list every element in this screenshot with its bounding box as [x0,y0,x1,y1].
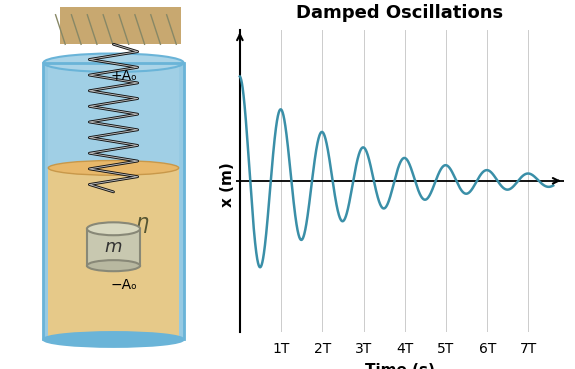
Ellipse shape [44,332,183,347]
FancyBboxPatch shape [87,229,140,266]
FancyBboxPatch shape [60,7,181,44]
Text: −Aₒ: −Aₒ [110,278,137,292]
Ellipse shape [48,161,179,175]
X-axis label: Time (s): Time (s) [365,363,435,369]
Text: +Aₒ: +Aₒ [110,69,137,83]
FancyBboxPatch shape [48,168,179,336]
Text: m: m [105,238,122,256]
Ellipse shape [87,260,140,271]
Text: x (m): x (m) [220,162,235,207]
Ellipse shape [44,54,183,72]
Text: η: η [136,213,149,233]
Ellipse shape [87,222,140,235]
Title: Damped Oscillations: Damped Oscillations [296,4,503,23]
FancyBboxPatch shape [44,63,183,339]
FancyBboxPatch shape [48,66,179,168]
